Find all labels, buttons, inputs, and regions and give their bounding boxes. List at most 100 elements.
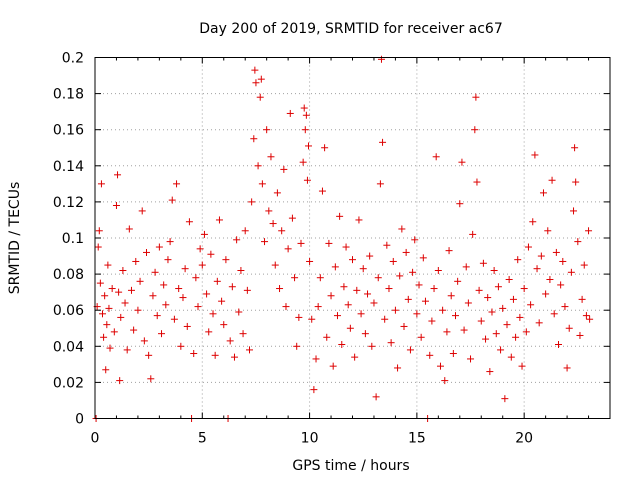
data-point: [237, 266, 245, 274]
data-point: [471, 126, 479, 134]
data-point: [349, 256, 356, 264]
data-point: [108, 285, 116, 293]
data-point: [308, 315, 316, 323]
data-point: [439, 306, 447, 314]
data-point: [299, 158, 307, 166]
data-point: [565, 324, 573, 332]
data-point: [220, 321, 228, 329]
data-point: [351, 353, 359, 361]
data-point: [130, 326, 138, 334]
data-point: [252, 79, 260, 87]
data-point: [484, 294, 492, 302]
data-point: [413, 310, 421, 318]
data-point: [168, 196, 176, 204]
data-point: [394, 364, 402, 372]
data-point: [531, 151, 539, 159]
data-point: [467, 355, 475, 363]
data-point: [514, 256, 522, 264]
data-point: [391, 306, 399, 314]
data-point: [190, 350, 198, 358]
data-point: [469, 230, 477, 238]
x-tick-label: 10: [301, 431, 319, 447]
data-point: [372, 393, 380, 401]
data-point: [571, 144, 579, 152]
data-point: [213, 277, 221, 285]
data-point: [105, 304, 113, 312]
data-point: [119, 266, 127, 274]
data-point: [563, 364, 571, 372]
data-point: [494, 283, 502, 291]
data-point: [177, 342, 185, 350]
data-point: [222, 256, 230, 264]
data-point: [207, 250, 215, 258]
data-point: [286, 109, 294, 117]
data-point: [376, 180, 384, 188]
data-point: [572, 178, 580, 186]
data-point: [170, 315, 178, 323]
data-point: [355, 216, 363, 224]
data-point: [441, 377, 449, 385]
data-point: [291, 274, 299, 282]
data-point: [112, 202, 120, 210]
data-point: [203, 290, 211, 298]
data-point: [140, 337, 148, 345]
data-point: [529, 218, 537, 226]
data-point: [428, 317, 436, 325]
y-tick-label: 0.12: [53, 195, 84, 211]
data-point: [550, 310, 558, 318]
data-point: [327, 292, 335, 300]
data-point: [101, 292, 109, 300]
data-point: [280, 165, 288, 173]
data-point: [230, 353, 238, 361]
data-point: [512, 333, 520, 341]
x-tick-label: 0: [91, 431, 100, 447]
data-point: [261, 238, 269, 246]
data-point: [273, 189, 281, 197]
data-point: [166, 238, 174, 246]
y-tick-label: 0.1: [62, 231, 84, 247]
data-point: [542, 290, 550, 298]
data-point: [383, 241, 391, 249]
data-point: [400, 322, 408, 330]
data-point: [132, 257, 140, 265]
data-point: [97, 180, 105, 188]
data-point: [507, 353, 515, 361]
data-point: [226, 337, 234, 345]
data-point: [333, 312, 341, 320]
data-point: [445, 247, 453, 255]
data-point: [104, 261, 112, 269]
data-point: [409, 268, 417, 276]
y-tick-label: 0.02: [53, 375, 84, 391]
data-point: [479, 259, 487, 267]
data-point: [368, 342, 376, 350]
data-point: [265, 207, 273, 215]
data-point: [576, 331, 584, 339]
data-point: [301, 126, 309, 134]
data-point: [233, 236, 241, 244]
data-point: [306, 257, 314, 265]
y-tick-label: 0.04: [53, 339, 84, 355]
data-point: [331, 263, 339, 271]
data-point: [452, 312, 459, 320]
data-point: [520, 285, 528, 293]
data-point: [486, 368, 494, 376]
data-point: [155, 243, 163, 251]
data-point: [284, 245, 292, 253]
data-point: [198, 261, 206, 269]
data-point: [175, 285, 183, 293]
data-point: [173, 180, 181, 188]
data-point: [464, 299, 472, 307]
data-point: [164, 256, 172, 264]
data-point: [503, 321, 511, 329]
data-point: [580, 261, 588, 269]
data-point: [110, 328, 118, 336]
data-point: [490, 266, 498, 274]
data-point: [153, 312, 161, 320]
data-point: [561, 303, 569, 311]
data-point: [288, 214, 296, 222]
data-point: [488, 308, 496, 316]
data-point: [578, 295, 586, 303]
data-point: [147, 375, 155, 383]
data-point: [527, 301, 535, 309]
data-point: [449, 350, 457, 358]
